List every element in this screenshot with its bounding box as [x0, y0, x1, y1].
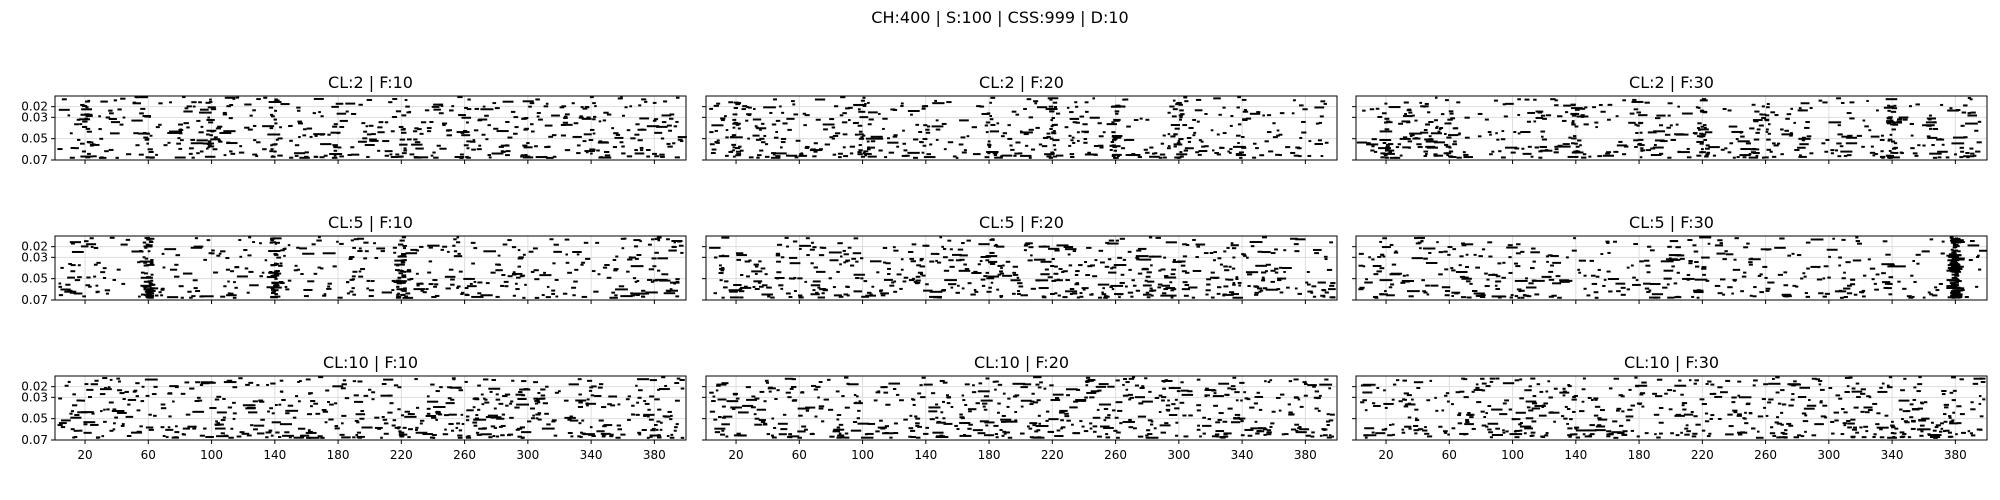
axes-frame — [705, 235, 1338, 301]
axes-frame — [54, 375, 687, 441]
series-marks — [1356, 96, 1982, 159]
x-tick-label: 140 — [263, 448, 286, 462]
x-tick-label: 220 — [1041, 448, 1064, 462]
axes-frame — [1355, 95, 1988, 161]
x-tick-label: 60 — [792, 448, 807, 462]
subplot-title: CL:10 | F:10 — [323, 353, 418, 372]
x-tick-label: 340 — [580, 448, 603, 462]
subplot-3: CL:2 | F:30 — [1352, 73, 1988, 164]
subplot-title: CL:10 | F:20 — [974, 353, 1069, 372]
series-marks — [1360, 376, 1986, 439]
figure-title: CH:400 | S:100 | CSS:999 | D:10 — [871, 8, 1129, 27]
y-tick-label: 0.03 — [21, 250, 48, 264]
y-tick-label: 0.05 — [21, 272, 48, 286]
subplot-title: CL:5 | F:20 — [979, 213, 1064, 232]
y-tick-label: 0.05 — [21, 132, 48, 146]
series-marks — [57, 96, 687, 159]
subplot-8: CL:10 | F:20 20 60 100 140 180 220 260 300 340 380 — [702, 353, 1338, 462]
axes-frame — [705, 95, 1338, 161]
subplot-5: CL:5 | F:20 — [702, 213, 1338, 304]
series-marks — [709, 96, 1329, 159]
subplot-title: CL:2 | F:30 — [1629, 73, 1714, 92]
axes-frame — [705, 375, 1338, 441]
subplot-4: CL:5 | F:10 0.020.03 0.05 0.07 — [21, 213, 687, 307]
subplot-title: CL:2 | F:10 — [328, 73, 413, 92]
axes-frame — [54, 235, 687, 301]
subplot-title: CL:2 | F:20 — [979, 73, 1064, 92]
x-tick-label: 220 — [390, 448, 413, 462]
y-tick-label: 0.02 — [21, 240, 48, 254]
series-marks — [709, 236, 1336, 299]
axes-frame — [54, 95, 687, 161]
x-tick-label: 380 — [1294, 448, 1317, 462]
subplot-title: CL:5 | F:10 — [328, 213, 413, 232]
x-tick-label: 380 — [643, 448, 666, 462]
x-tick-label: 260 — [1104, 448, 1127, 462]
subplot-6: CL:5 | F:30 — [1352, 213, 1988, 304]
series-marks — [709, 376, 1335, 439]
x-tick-label: 300 — [1167, 448, 1190, 462]
y-tick-label: 0.07 — [21, 293, 48, 307]
x-tick-label: 300 — [516, 448, 539, 462]
x-tick-label: 100 — [200, 448, 223, 462]
subplot-1: CL:2 | F:10 0.020.03 0.05 0.07 — [21, 73, 687, 167]
x-tick-label: 260 — [453, 448, 476, 462]
series-marks — [58, 236, 684, 299]
axes-frame — [1355, 235, 1988, 301]
y-tick-label: 0.07 — [21, 433, 48, 447]
x-tick-label: 20 — [728, 448, 743, 462]
y-tick-label: 0.07 — [21, 153, 48, 167]
y-tick-label: 0.03 — [21, 110, 48, 124]
x-tick-label: 60 — [141, 448, 156, 462]
y-tick-label: 0.02 — [21, 380, 48, 394]
y-tick-label: 0.05 — [21, 412, 48, 426]
x-tick-label: 180 — [978, 448, 1001, 462]
x-tick-label: 340 — [1231, 448, 1254, 462]
x-tick-label: 140 — [914, 448, 937, 462]
x-tick-label: 180 — [327, 448, 350, 462]
x-tick-label: 20 — [77, 448, 92, 462]
y-tick-label: 0.02 — [21, 100, 48, 114]
subplot-2: CL:2 | F:20 — [702, 73, 1338, 164]
series-marks — [1358, 236, 1988, 299]
x-tick-label: 100 — [851, 448, 874, 462]
y-tick-label: 0.03 — [21, 390, 48, 404]
series-marks — [57, 376, 685, 439]
subplot-7: CL:10 | F:10 0.020.03 0.05 0.07 20 60 100 140 18… — [21, 353, 687, 462]
subplot-title: CL:5 | F:30 — [1629, 213, 1714, 232]
